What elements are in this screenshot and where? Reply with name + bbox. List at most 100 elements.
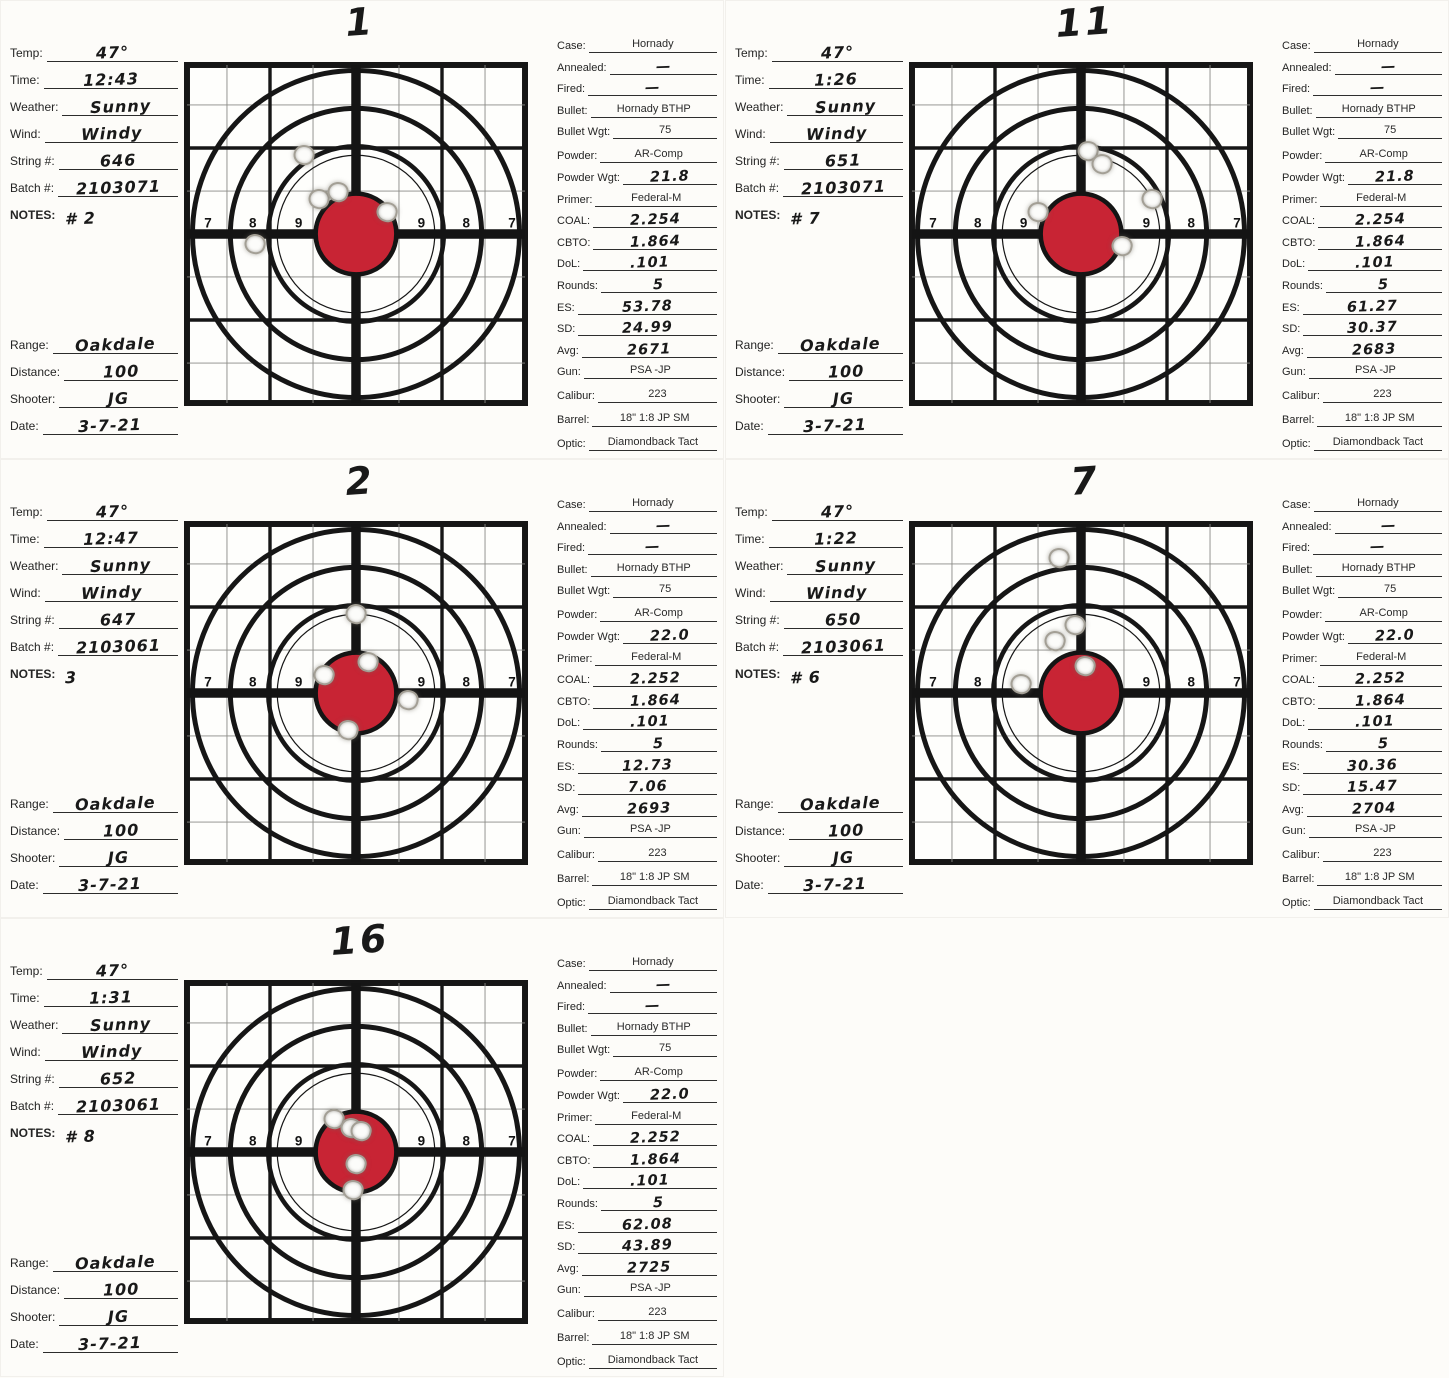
optic-value: Diamondback Tact [1332,895,1424,908]
ring-number: 7 [508,216,515,231]
shooter-label: Shooter: [10,392,56,406]
calibur-label: Calibur: [557,849,595,862]
temp-label: Temp: [735,46,768,60]
case-label: Case: [557,40,586,52]
bullseye [1038,191,1124,277]
annealed-value: — [1380,517,1397,534]
ring-number: 9 [1143,675,1150,690]
wind-value: Windy [80,581,143,604]
batch-value: 2103061 [800,635,886,658]
field-range: Range: Oakdale [10,1252,178,1273]
dol-value: .101 [629,1172,671,1191]
field-shooter: Shooter: JG [735,388,903,408]
field-fired: Fired: — [1282,77,1442,96]
field-optic: Optic: Diamondback Tact [1282,432,1442,452]
date-value: 3-7-21 [78,873,143,896]
ring-numbers: 7 8 9 9 8 7 [204,675,516,690]
string-underline: 647 [58,609,178,630]
sd-value: 43.89 [621,1237,674,1256]
avg-label: Avg: [1282,344,1304,357]
time-label: Time: [735,73,765,87]
powder-underline: AR-Comp [1325,603,1442,623]
temp-underline: 47° [46,42,178,63]
distance-label: Distance: [10,1283,61,1297]
field-es: ES: 12.73 [557,755,717,774]
field-primer: Primer: Federal-M [557,188,717,207]
field-cbto: CBTO: 1.864 [557,231,717,251]
primer-underline: Federal-M [1320,188,1442,207]
bullet-holes [909,62,1253,406]
coal-label: COAL: [557,215,591,228]
powder-value: AR-Comp [1359,607,1408,620]
batch-value: 2103071 [800,176,886,199]
load-data-form: Case: Hornady Annealed: — Fired: — Bullet: H… [557,952,717,1372]
barrel-underline: 18" 1:8 JP SM [1317,867,1442,887]
field-time: Time: 1:26 [735,69,903,90]
field-batch: Batch #: 2103061 [10,1095,178,1116]
weather-label: Weather: [735,559,784,573]
field-string: String #: 650 [735,609,903,630]
date-label: Date: [10,419,39,433]
cbto-value: 1.864 [1354,232,1406,251]
rounds-label: Rounds: [1282,279,1323,292]
weather-underline: Sunny [787,96,903,117]
bullet-label: Bullet: [557,563,588,576]
field-date: Date: 3-7-21 [10,873,178,896]
shooter-label: Shooter: [10,1310,56,1324]
field-bullet-wgt: Bullet Wgt: 75 [1282,579,1442,599]
annealed-underline: — [609,515,717,534]
field-rounds: Rounds: 5 [557,1192,717,1211]
powder-underline: AR-Comp [1325,144,1442,164]
annealed-label: Annealed: [1282,61,1332,74]
field-es: ES: 62.08 [557,1214,717,1233]
batch-underline: 2103061 [783,635,903,658]
calibur-underline: 223 [597,384,717,404]
coal-value: 2.254 [1354,211,1406,230]
powder-value: AR-Comp [634,607,683,620]
ring-number: 7 [1233,216,1240,231]
rounds-value: 5 [1378,276,1390,294]
powder-wgt-underline: 22.0 [622,625,717,645]
barrel-underline: 18" 1:8 JP SM [592,408,717,428]
wind-label: Wind: [10,127,41,141]
avg-value: 2693 [626,799,672,818]
shooter-value: JG [107,388,130,409]
date-underline: 3-7-21 [42,873,178,896]
field-weather: Weather: Sunny [10,96,178,117]
batch-label: Batch #: [735,640,780,654]
load-data-form: Case: Hornady Annealed: — Fired: — Bullet: H… [1282,34,1442,454]
optic-value: Diamondback Tact [607,436,699,449]
string-underline: 651 [783,150,903,171]
bullet-hole [342,1180,363,1200]
powder-wgt-label: Powder Wgt: [557,630,620,643]
field-batch: Batch #: 2103071 [10,177,178,198]
distance-label: Distance: [10,824,61,838]
powder-label: Powder: [557,1068,598,1081]
fired-underline: — [1313,77,1442,96]
ring-number: 9 [1143,216,1150,231]
time-underline: 12:47 [43,528,178,549]
distance-label: Distance: [735,824,786,838]
target-graphic: 7 8 9 9 8 7 [184,980,528,1324]
target-sheet: 11 Temp: 47° Time: 1:26 Weather: Sunny Wind… [725,0,1449,459]
notes-value: # 7 [790,208,822,229]
bullet-hole [313,665,334,686]
bullet-wgt-value: 75 [658,583,672,596]
powder-value: AR-Comp [634,148,683,161]
coal-label: COAL: [1282,215,1316,228]
weather-underline: Sunny [62,96,178,117]
cbto-label: CBTO: [1282,236,1316,249]
avg-underline: 2693 [581,798,717,818]
gun-label: Gun: [1282,825,1306,838]
target-number: 2 [343,458,377,504]
range-value: Oakdale [74,792,156,815]
weather-underline: Sunny [62,1014,178,1035]
string-value: 650 [824,609,862,630]
barrel-underline: 18" 1:8 JP SM [592,1326,717,1346]
primer-value: Federal-M [631,1109,682,1122]
dol-underline: .101 [583,1170,717,1191]
primer-underline: Federal-M [595,188,717,207]
annealed-value: — [655,517,672,534]
rounds-underline: 5 [1325,733,1442,752]
field-time: Time: 12:43 [10,69,178,90]
